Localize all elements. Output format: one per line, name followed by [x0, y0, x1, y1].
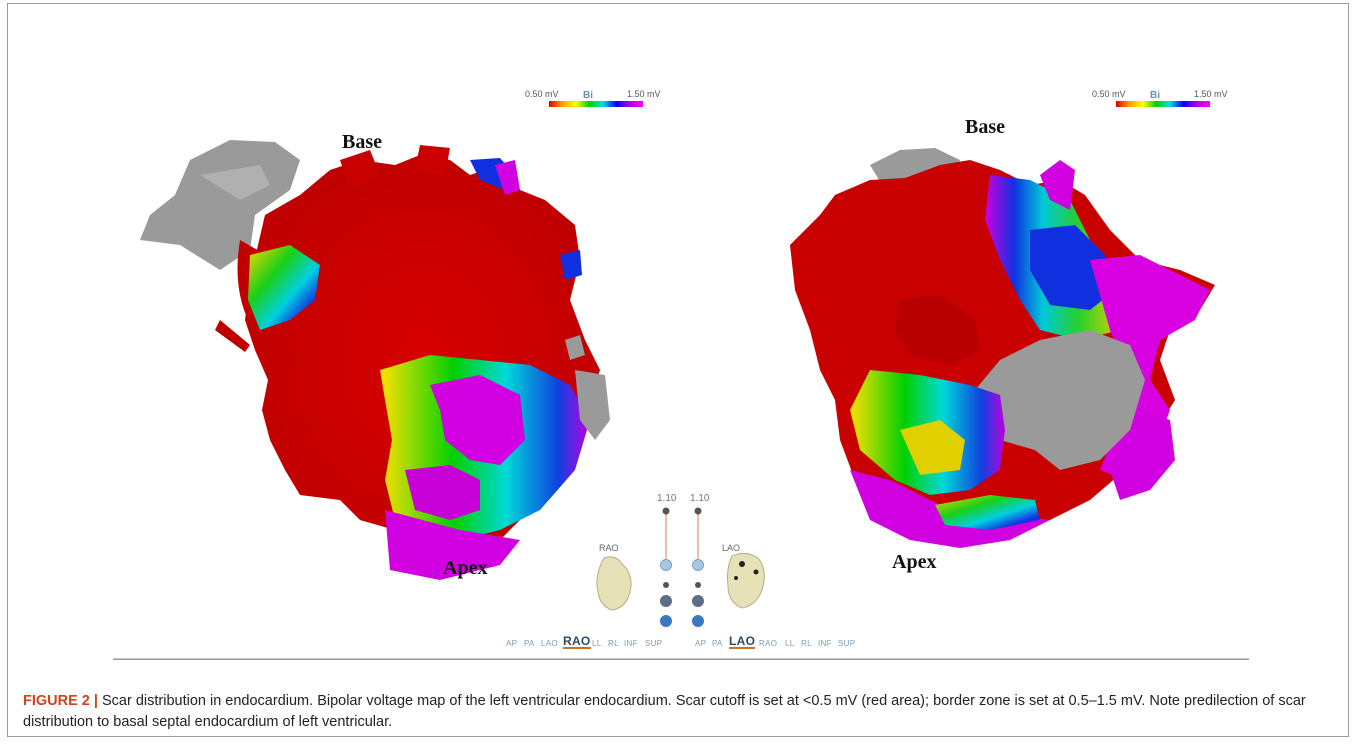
view-button-rl[interactable]: RL — [608, 639, 619, 648]
view-button-rao-active[interactable]: RAO — [563, 634, 591, 649]
left-voltage-legend: 0.50 mV Bi 1.50 mV — [525, 89, 665, 109]
reset-view-icon[interactable] — [660, 615, 672, 627]
left-zoom-value: 1.10 — [657, 493, 677, 504]
left-orientation-label: RAO — [599, 543, 619, 553]
left-orientation-heart-icon[interactable] — [592, 552, 640, 614]
right-apex-label: Apex — [892, 551, 937, 573]
right-zoom-value: 1.10 — [690, 493, 710, 504]
figure-caption: FIGURE 2 | Scar distribution in endocard… — [23, 691, 1333, 733]
zoom-controls[interactable] — [650, 505, 720, 630]
zoom-slider-thumb[interactable] — [660, 559, 672, 571]
legend-color-bar — [549, 101, 643, 107]
zoom-out-icon[interactable] — [695, 582, 701, 588]
rotate-down-icon[interactable] — [692, 595, 704, 607]
legend-high-value: 1.50 mV — [627, 89, 661, 99]
left-voltage-map — [140, 140, 610, 580]
legend-low-value: 0.50 mV — [525, 89, 559, 99]
zoom-in-icon[interactable] — [694, 507, 702, 515]
left-base-label: Base — [342, 131, 382, 153]
view-button-ll[interactable]: LL — [785, 639, 795, 648]
view-button-lao-active[interactable]: LAO — [729, 634, 756, 649]
rotate-down-icon[interactable] — [660, 595, 672, 607]
legend-mode: Bi — [583, 90, 593, 101]
figure-label: FIGURE 2 | — [23, 693, 98, 709]
view-button-inf[interactable]: INF — [624, 639, 638, 648]
right-orientation-label: LAO — [722, 543, 741, 553]
right-orientation-heart-icon[interactable] — [722, 548, 770, 612]
view-button-pa[interactable]: PA — [524, 639, 535, 648]
view-button-ap[interactable]: AP — [695, 639, 707, 648]
view-button-rao[interactable]: RAO — [759, 639, 778, 648]
view-button-lao[interactable]: LAO — [541, 639, 558, 648]
left-apex-label: Apex — [443, 557, 488, 579]
legend-low-value: 0.50 mV — [1092, 89, 1126, 99]
right-base-label: Base — [965, 116, 1005, 138]
view-button-pa[interactable]: PA — [712, 639, 723, 648]
view-button-rl[interactable]: RL — [801, 639, 812, 648]
view-button-sup[interactable]: SUP — [838, 639, 856, 648]
view-button-inf[interactable]: INF — [818, 639, 832, 648]
zoom-in-icon[interactable] — [662, 507, 670, 515]
right-voltage-legend: 0.50 mV Bi 1.50 mV — [1092, 89, 1232, 109]
legend-color-bar — [1116, 101, 1210, 107]
view-button-sup[interactable]: SUP — [645, 639, 663, 648]
legend-high-value: 1.50 mV — [1194, 89, 1228, 99]
caption-text: Scar distribution in endocardium. Bipola… — [23, 693, 1306, 730]
right-voltage-map — [790, 148, 1215, 548]
view-button-ap[interactable]: AP — [506, 639, 518, 648]
zoom-slider-thumb[interactable] — [692, 559, 704, 571]
zoom-out-icon[interactable] — [663, 582, 669, 588]
legend-mode: Bi — [1150, 90, 1160, 101]
reset-view-icon[interactable] — [692, 615, 704, 627]
view-button-ll[interactable]: LL — [592, 639, 602, 648]
